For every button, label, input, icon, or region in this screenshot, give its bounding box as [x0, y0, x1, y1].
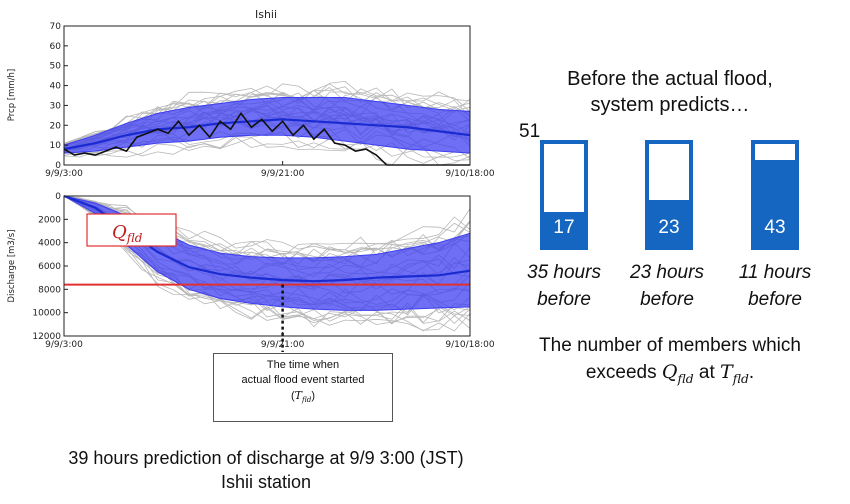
- right-title: Before the actual flood, system predicts…: [520, 66, 820, 118]
- gauge-fill: [755, 160, 795, 246]
- ensemble-member-line: [63, 83, 471, 144]
- x-tick-label: 9/9/21:00: [261, 169, 305, 179]
- ensemble-member-line: [63, 195, 471, 324]
- gauge-label-line2: before: [748, 289, 802, 310]
- ensemble-member-line: [63, 83, 471, 145]
- y-tick-label: 12000: [32, 332, 61, 342]
- y-tick-label: 6000: [38, 262, 61, 272]
- member-gauge-23h: 23: [645, 140, 693, 250]
- gauge-label-line2: before: [537, 289, 591, 310]
- y-tick-label: 2000: [38, 215, 61, 225]
- gauge-value: 23: [658, 217, 680, 238]
- explanation-note: The number of members which exceeds Qfld…: [505, 333, 835, 392]
- x-tick-label: 9/10/18:00: [445, 169, 494, 179]
- gauge-fill: [649, 200, 689, 246]
- threshold-label-box: [86, 213, 177, 247]
- ensemble-spread-band: [63, 195, 471, 311]
- y-tick-label: 10000: [32, 309, 61, 319]
- y-axis-ticks: 0 2000 4000 6000 8000 10000 12000: [32, 192, 68, 342]
- callout-line2: actual flood event started: [241, 374, 365, 386]
- y-tick-label: 0: [55, 161, 61, 171]
- threshold-label: Qfld: [112, 222, 143, 245]
- y-tick-label: 0: [55, 192, 61, 202]
- right-title-line2: system predicts…: [590, 94, 750, 116]
- gauge-value: 43: [764, 217, 786, 238]
- plot-frame: [63, 25, 471, 166]
- x-tick-label: 9/10/18:00: [445, 340, 494, 350]
- gauge-value: 17: [553, 217, 575, 238]
- gauge-label-line1: 23 hours: [630, 262, 704, 283]
- y-tick-label: 50: [50, 62, 62, 72]
- total-members-label: 51: [519, 121, 541, 142]
- gauge-label-line1: 11 hours: [738, 262, 812, 283]
- x-axis-ticks: 9/9/3:00 9/9/21:00 9/10/18:00: [45, 161, 495, 179]
- ensemble-median-line: [63, 118, 471, 151]
- ensemble-member-line: [63, 80, 471, 145]
- gauge-label-35h: 35 hours before: [509, 259, 619, 313]
- gauge-label-23h: 23 hours before: [612, 259, 722, 313]
- x-tick-label: 9/9/3:00: [45, 169, 83, 179]
- gauge-label-11h: 11 hours before: [720, 259, 830, 313]
- callout-line3: (Tfld): [290, 389, 316, 405]
- y-tick-label: 40: [50, 82, 62, 92]
- gauge-label-line1: 35 hours: [527, 262, 601, 283]
- x-axis-ticks: 9/9/3:00 9/9/21:00 9/10/18:00: [45, 332, 495, 350]
- gauge-fill: [544, 212, 584, 246]
- y-tick-label: 10: [50, 141, 62, 151]
- chart-title: Ishii: [255, 8, 277, 21]
- spread-band: [63, 195, 471, 311]
- y-tick-label: 8000: [38, 285, 61, 295]
- y-axis-label: Prcp [mm/h]: [7, 69, 17, 122]
- caption-line1: 39 hours prediction of discharge at 9/9 …: [68, 448, 464, 468]
- y-axis-ticks: 0 10 20 30 40 50 60 70: [50, 22, 68, 171]
- note-line2: exceeds Qfld at Tfld.: [585, 361, 755, 386]
- y-tick-label: 4000: [38, 239, 61, 249]
- note-line1: The number of members which: [539, 335, 801, 356]
- y-axis-label: Discharge [m3/s]: [7, 230, 17, 303]
- member-gauge-11h: 43: [751, 140, 799, 250]
- ensemble-member-line: [63, 195, 471, 331]
- x-tick-label: 9/9/21:00: [261, 340, 305, 350]
- member-gauge-35h: 17: [540, 140, 588, 250]
- ensemble-member-line: [63, 137, 471, 166]
- y-tick-label: 70: [50, 22, 62, 32]
- caption-line2: Ishii station: [220, 472, 312, 492]
- x-tick-label: 9/9/3:00: [45, 340, 83, 350]
- y-tick-label: 30: [50, 101, 62, 111]
- gauge-label-line2: before: [640, 289, 694, 310]
- y-tick-label: 60: [50, 42, 62, 52]
- y-tick-label: 20: [50, 121, 62, 131]
- figure-caption: 39 hours prediction of discharge at 9/9 …: [0, 446, 532, 494]
- right-title-line1: Before the actual flood,: [567, 68, 773, 90]
- ensemble-member-line: [63, 195, 471, 256]
- callout-line1: The time when: [266, 359, 340, 371]
- flood-start-callout: The time when actual flood event started…: [213, 353, 393, 422]
